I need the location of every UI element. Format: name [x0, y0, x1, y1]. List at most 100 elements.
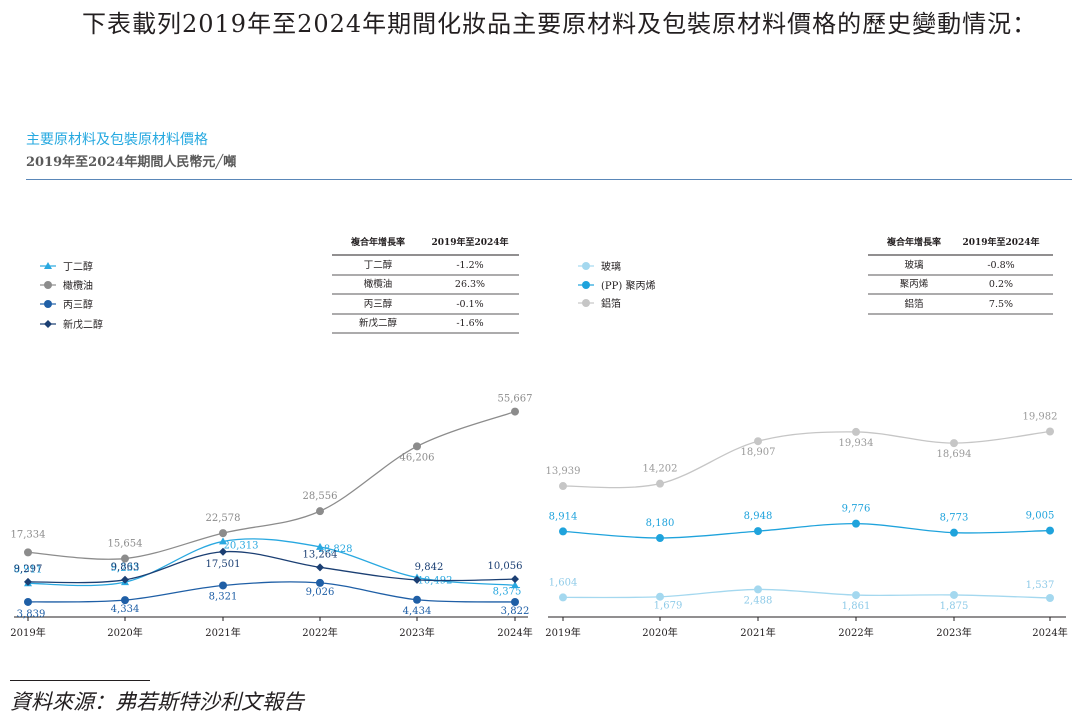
data-label: 8,914	[549, 511, 578, 522]
x-tick-label: 2020年	[642, 626, 677, 639]
legend-label: 玻璃	[601, 260, 621, 273]
table-row-name: 丁二醇	[364, 259, 393, 271]
data-label: 9,233	[111, 563, 140, 574]
x-tick-label: 2021年	[205, 626, 240, 639]
data-label: 8,911	[14, 564, 43, 575]
data-point	[219, 547, 227, 556]
x-tick-label: 2019年	[10, 626, 45, 639]
series-line	[27, 410, 516, 560]
x-tick-label: 2024年	[497, 626, 532, 639]
legend-marker	[582, 299, 590, 307]
data-label: 2,488	[744, 595, 773, 606]
x-tick-label: 2020年	[107, 626, 142, 639]
data-point	[852, 427, 860, 436]
source-note: 資料來源：弗若斯特沙利文報告	[10, 690, 304, 714]
data-point	[852, 591, 860, 600]
data-label: 46,206	[400, 452, 435, 463]
data-point	[511, 575, 519, 584]
data-point	[950, 439, 958, 448]
data-point	[121, 554, 129, 563]
data-label: 4,434	[403, 606, 432, 617]
legend-marker	[582, 262, 590, 270]
data-label: 1,875	[940, 601, 969, 612]
data-label: 19,934	[839, 438, 874, 449]
data-point	[559, 527, 567, 536]
data-point	[413, 595, 421, 604]
data-label: 20,313	[224, 540, 259, 551]
data-point	[316, 563, 324, 572]
data-point	[219, 581, 227, 590]
table-row-name: 鋁箔	[904, 298, 923, 310]
data-label: 3,822	[501, 606, 530, 617]
data-point	[316, 578, 324, 587]
data-point	[24, 577, 32, 586]
data-label: 17,501	[206, 559, 241, 570]
legend-label: 橄欖油	[63, 279, 93, 292]
data-label: 1,679	[654, 601, 683, 612]
table-row-cagr: 26.3%	[455, 279, 485, 290]
x-tick-label: 2021年	[740, 626, 775, 639]
table-header-cagr: 複合年增長率	[886, 236, 941, 248]
table-row-cagr: 0.2%	[989, 279, 1013, 290]
data-label: 9,863	[111, 562, 140, 573]
table-row-name: 丙三醇	[364, 298, 393, 310]
data-label: 8,180	[646, 518, 675, 529]
data-point	[511, 407, 519, 416]
data-label: 28,556	[303, 491, 338, 502]
series-line	[27, 581, 516, 603]
data-label: 18,907	[741, 447, 776, 458]
data-point	[24, 597, 32, 606]
data-point	[1046, 526, 1054, 535]
data-label: 14,202	[643, 464, 678, 475]
x-tick-label: 2023年	[399, 626, 434, 639]
table-row-cagr: -1.2%	[456, 260, 483, 271]
header-rule	[26, 179, 1072, 180]
series-line	[27, 550, 516, 584]
data-label: 3,839	[17, 609, 46, 620]
x-tick-label: 2022年	[838, 626, 873, 639]
data-point	[950, 528, 958, 537]
data-point	[852, 519, 860, 528]
data-label: 9,297	[14, 564, 43, 575]
data-label: 9,005	[1026, 511, 1055, 522]
legend-marker	[44, 262, 52, 269]
data-point	[559, 482, 567, 491]
x-tick-label: 2023年	[936, 626, 971, 639]
data-label: 8,773	[940, 513, 969, 524]
data-point	[1046, 594, 1054, 602]
table-header-cagr: 複合年增長率	[350, 236, 405, 248]
x-tick-label: 2019年	[545, 626, 580, 639]
data-point	[511, 581, 519, 589]
data-point	[950, 590, 958, 599]
legend-label: 鋁箔	[601, 297, 621, 310]
table-row-name: 玻璃	[904, 259, 923, 271]
table-row-cagr: -1.6%	[456, 318, 483, 329]
data-point	[754, 585, 762, 594]
data-label: 1,537	[1026, 580, 1055, 591]
data-point	[316, 542, 324, 550]
table-row-cagr: -0.1%	[456, 299, 483, 310]
table-row-name: 聚丙烯	[900, 278, 929, 290]
data-label: 9,842	[415, 562, 444, 573]
intro-paragraph: 下表載列2019年至2024年期間化妝品主要原材料及包裝原材料價格的歷史變動情況…	[82, 10, 1038, 38]
data-point	[219, 529, 227, 538]
data-label: 8,948	[744, 511, 773, 522]
data-label: 8,375	[493, 586, 522, 597]
data-point	[511, 598, 519, 606]
data-point	[24, 548, 32, 557]
data-point	[413, 575, 421, 584]
table-header-period: 2019年至2024年	[962, 236, 1039, 248]
data-label: 19,982	[1023, 411, 1058, 422]
legend-label: 丁二醇	[63, 260, 93, 273]
data-label: 10,056	[488, 561, 523, 572]
chart-subtitle: 2019年至2024年期間人民幣元╱噸	[26, 155, 237, 170]
data-label: 18,828	[318, 544, 353, 555]
table-header-period: 2019年至2024年	[431, 236, 508, 248]
legend-label: (PP) 聚丙烯	[601, 279, 655, 292]
data-label: 8,321	[209, 591, 238, 602]
chart-title: 主要原材料及包裝原材料價格	[26, 132, 208, 148]
data-point	[754, 437, 762, 446]
data-label: 4,334	[111, 604, 140, 615]
data-label: 22,578	[206, 513, 241, 524]
